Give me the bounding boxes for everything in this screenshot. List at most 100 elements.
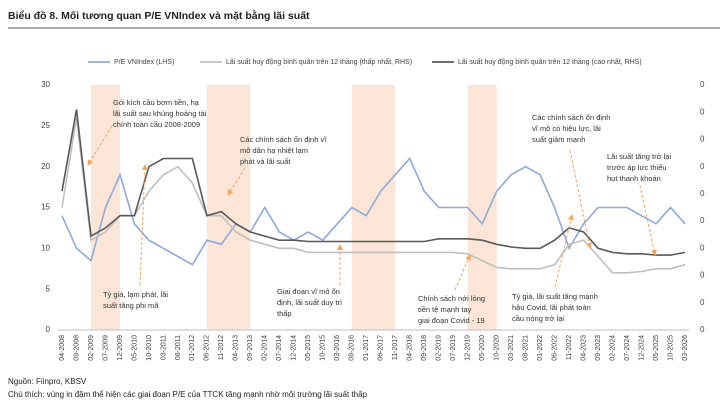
annotation: Tỷ giá, lãi suất tăng mạnh xyxy=(512,292,598,301)
x-tick-label: 05-2025 xyxy=(653,335,660,361)
x-tick-label: 05-2020 xyxy=(479,335,486,361)
y2-tick-label: 0 xyxy=(700,325,705,334)
legend-label: Lãi suất huy động bình quân trên 12 thán… xyxy=(458,57,642,66)
y-tick-label: 15 xyxy=(41,203,50,212)
x-tick-label: 11-2017 xyxy=(392,335,399,360)
x-tick-label: 08-2021 xyxy=(522,335,529,361)
y2-tick-label: 0 xyxy=(700,107,705,116)
annotation: suất giảm mạnh xyxy=(532,135,585,144)
y2-tick-label: 0 xyxy=(700,298,705,307)
note: Chú thích: vùng in đậm thể hiện các giai… xyxy=(8,390,368,399)
y2-tick-label: 0 xyxy=(700,135,705,144)
annotation: hậu Covid, lãi phát toàn xyxy=(512,303,591,312)
x-tick-label: 01-2017 xyxy=(363,335,370,361)
x-tick-label: 10-2020 xyxy=(493,335,500,361)
x-tick-label: 04-2023 xyxy=(580,335,587,361)
x-tick-label: 08-2016 xyxy=(349,335,356,361)
annotation-arrow xyxy=(87,125,113,166)
x-tick-label: 03-2016 xyxy=(334,335,341,361)
annotation-arrow xyxy=(227,167,246,196)
annotation: vĩ mô có hiệu lực, lãi xyxy=(532,124,601,133)
legend-label: P/E VNIndex (LHS) xyxy=(114,59,174,66)
annotation: lãi suất sau khủng hoảng tài xyxy=(113,109,207,118)
annotation: Chính sách nới lỏng xyxy=(418,294,485,303)
x-tick-label: 07-2024 xyxy=(624,335,631,361)
annotation: phát và lãi suất xyxy=(240,157,291,166)
annotation: trước áp lực thiếu xyxy=(607,163,667,172)
x-tick-label: 12-2009 xyxy=(117,335,124,361)
x-tick-label: 07-2019 xyxy=(450,335,457,361)
x-tick-label: 03-2021 xyxy=(508,335,515,361)
annotation: Tỷ giá, lạm phát, lãi xyxy=(103,290,168,299)
x-tick-label: 03-2026 xyxy=(682,335,689,361)
x-tick-label: 07-2014 xyxy=(276,335,283,361)
annotation: giai đoạn Covid - 19 xyxy=(418,316,485,325)
annotation: tiền tệ mạnh tay xyxy=(418,305,472,314)
x-tick-label: 08-2011 xyxy=(175,335,182,360)
x-tick-label: 03-2011 xyxy=(160,335,167,360)
source: Nguồn: Fiinpro, KBSV xyxy=(8,377,87,386)
y2-tick-label: 0 xyxy=(700,271,705,280)
x-tick-label: 02-2009 xyxy=(88,335,95,361)
annotation-arrow xyxy=(639,184,657,256)
annotation: Gói kích cầu bơm tiền, hạ xyxy=(113,98,200,107)
x-tick-label: 04-2018 xyxy=(407,335,414,361)
annotation-arrow xyxy=(139,164,148,286)
x-tick-label: 09-2013 xyxy=(247,335,254,361)
y-tick-label: 0 xyxy=(46,325,51,334)
highlight-band xyxy=(206,85,251,330)
annotation-arrow xyxy=(554,214,574,288)
y-tick-label: 25 xyxy=(41,121,50,130)
x-tick-label: 06-2017 xyxy=(378,335,385,361)
annotation: Các chính sách ổn định xyxy=(532,113,610,122)
y2-tick-label: 0 xyxy=(700,216,705,225)
x-tick-label: 09-2023 xyxy=(595,335,602,361)
y2-tick-label: 0 xyxy=(700,189,705,198)
x-tick-label: 04-2013 xyxy=(233,335,240,361)
highlight-band xyxy=(351,85,396,330)
y-tick-label: 30 xyxy=(41,80,50,89)
x-tick-label: 06-2022 xyxy=(551,335,558,361)
x-tick-label: 12-2024 xyxy=(638,335,645,361)
y-tick-label: 5 xyxy=(46,284,51,293)
x-tick-label: 10-2015 xyxy=(320,335,327,361)
x-tick-label: 07-2009 xyxy=(102,335,109,361)
x-tick-label: 01-2022 xyxy=(537,335,544,361)
x-tick-label: 06-2012 xyxy=(204,335,211,361)
y2-tick-label: 0 xyxy=(700,162,705,171)
x-tick-label: 05-2010 xyxy=(131,335,138,361)
series-line xyxy=(61,109,686,256)
y2-tick-label: 0 xyxy=(700,243,705,252)
annotation: Giai đoạn vĩ mô ổn xyxy=(277,287,340,296)
annotation: suất tăng phi mã xyxy=(103,301,159,310)
chart-title: Biểu đồ 8. Mối tương quan P/E VNIndex và… xyxy=(8,9,310,22)
annotation-arrow xyxy=(569,149,592,249)
y-tick-label: 20 xyxy=(41,162,50,171)
annotation: Các chính sách ổn định vĩ xyxy=(240,135,327,144)
highlight-band xyxy=(467,85,497,330)
x-tick-label: 12-2014 xyxy=(291,335,298,361)
x-tick-label: 10-2025 xyxy=(667,335,674,361)
x-tick-label: 04-2008 xyxy=(59,335,66,361)
annotation: định, lãi suất duy trì xyxy=(277,298,342,307)
annotation: thấp xyxy=(277,309,292,318)
x-tick-label: 02-2024 xyxy=(609,335,616,361)
x-tick-label: 01-2012 xyxy=(189,335,196,361)
y2-tick-label: 0 xyxy=(700,80,705,89)
annotation: Lãi suất tăng trở lại xyxy=(607,152,671,161)
annotation: mô dân hạ nhiệt lạm xyxy=(240,146,308,155)
x-tick-label: 12-2019 xyxy=(465,335,472,361)
x-tick-label: 02-2019 xyxy=(436,335,443,361)
x-tick-label: 09-2008 xyxy=(73,335,80,361)
x-tick-label: 09-2018 xyxy=(421,335,428,361)
y-tick-label: 10 xyxy=(41,243,50,252)
x-tick-label: 05-2015 xyxy=(305,335,312,361)
legend-label: Lãi suất huy động bình quân trên 12 thán… xyxy=(226,57,412,66)
annotation: hụt thanh khoản xyxy=(607,174,661,183)
series-line xyxy=(61,117,686,274)
annotation: chính toàn cầu 2008-2009 xyxy=(113,120,200,129)
annotation-arrow xyxy=(454,254,471,291)
series-line xyxy=(61,157,686,266)
x-tick-label: 11-2022 xyxy=(566,335,573,360)
